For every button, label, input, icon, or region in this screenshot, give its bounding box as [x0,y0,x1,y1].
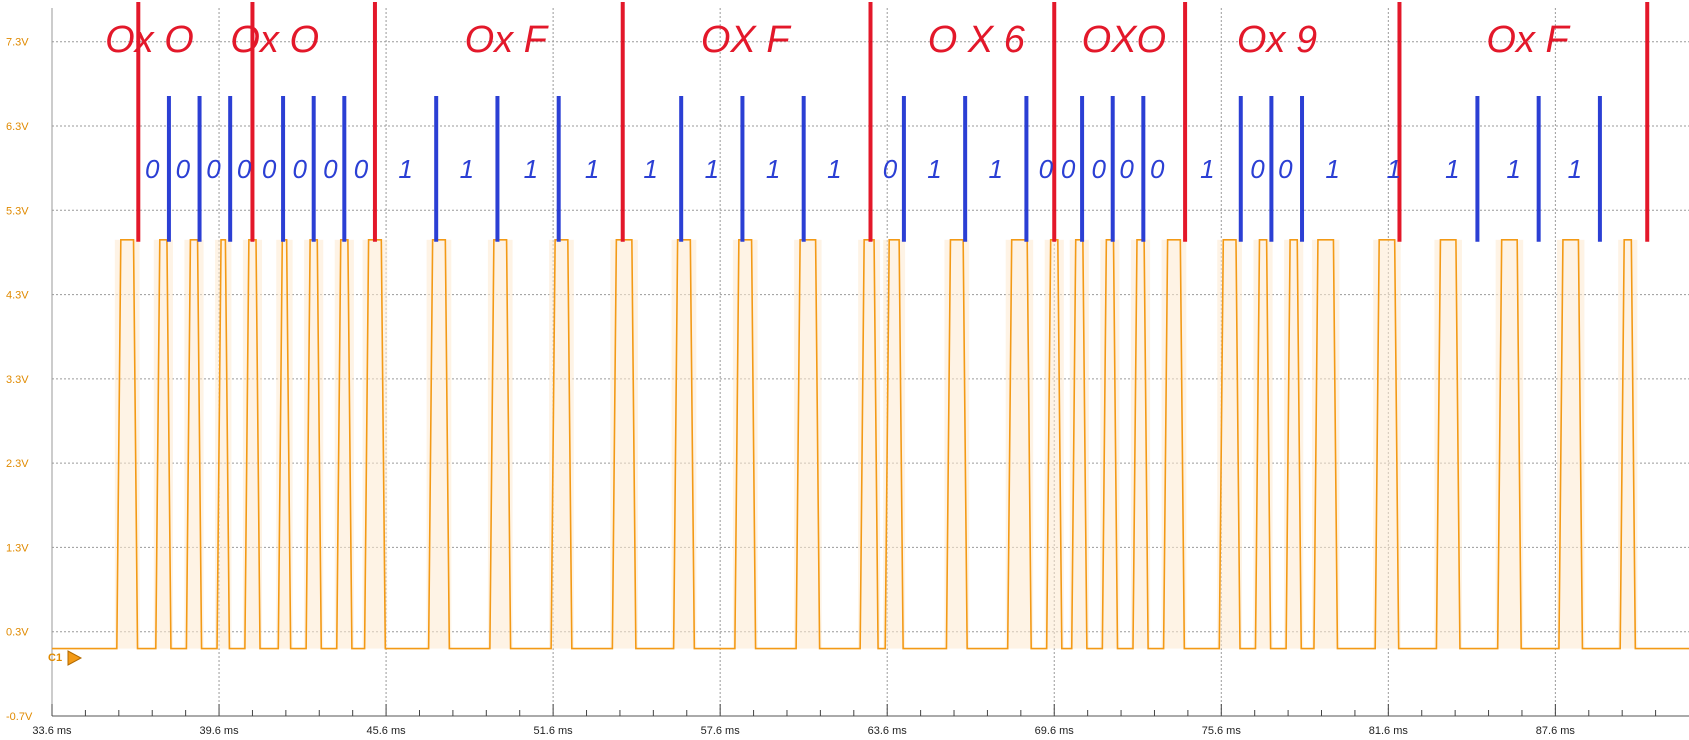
bit-value-label: 0 [1119,154,1134,184]
bit-value-label: 0 [1061,154,1076,184]
y-tick-label: 5.3V [6,205,29,217]
y-tick-label: 2.3V [6,458,29,470]
bit-value-label: 1 [1568,154,1582,184]
waveform-line [52,238,1689,650]
byte-value-label: OX F [701,19,791,61]
y-tick-label: 6.3V [6,121,29,133]
bit-value-label: 1 [398,154,412,184]
y-tick-label: 3.3V [6,374,29,386]
x-tick-label: 51.6 ms [534,725,574,737]
pulse-persistence [276,239,293,649]
bit-value-label: 0 [1250,154,1265,184]
bit-value-label: 0 [883,154,898,184]
x-tick-label: 63.6 ms [868,725,908,737]
channel-label: C1 [48,652,62,664]
bit-value-label: 1 [766,154,780,184]
bit-value-label: 0 [237,154,252,184]
bit-value-label: 0 [145,154,160,184]
x-tick-label: 75.6 ms [1202,725,1242,737]
bit-value-label: 1 [524,154,538,184]
bit-value-label: 0 [176,154,191,184]
channel-arrow-icon[interactable] [67,650,83,666]
bit-value-label: 0 [354,154,369,184]
bit-value-label: 0 [206,154,221,184]
x-axis: 33.6 ms 39.6 ms 45.6 ms 51.6 ms 57.6 ms 63.6 … [32,704,1689,737]
x-tick-label: 81.6 ms [1369,725,1409,737]
bit-value-label: 1 [827,154,841,184]
pulse-persistence [215,239,232,649]
bit-value-label: 0 [293,154,308,184]
bit-value-label: 1 [1506,154,1520,184]
byte-value-label: Ox O [105,19,194,61]
x-tick-label: 57.6 ms [701,725,741,737]
channel-marker: C1 [48,650,83,666]
bit-value-label: 1 [460,154,474,184]
bit-value-label: 0 [323,154,338,184]
bit-value-label: 1 [643,154,657,184]
y-tick-label: 0.3V [6,627,29,639]
bit-value-label: 0 [1278,154,1293,184]
bit-value-label: 1 [1387,154,1401,184]
signal-trace [52,238,1689,650]
y-tick-label: -0.7V [6,711,33,723]
bit-value-label: 1 [585,154,599,184]
x-tick-label: 45.6 ms [367,725,407,737]
byte-value-label: Ox F [465,19,549,61]
bit-value-label: 1 [705,154,719,184]
x-tick-label: 69.6 ms [1035,725,1075,737]
bit-value-label: 1 [1200,154,1214,184]
bit-value-label: 0 [1039,154,1054,184]
byte-value-label: Ox 9 [1237,19,1317,61]
bit-value-label: 1 [1445,154,1459,184]
bit-value-label: 1 [989,154,1003,184]
y-tick-label: 7.3V [6,37,29,49]
byte-value-label: OXO [1082,19,1166,61]
y-tick-label: 1.3V [6,542,29,554]
bit-value-label: 0 [1150,154,1165,184]
y-axis: 7.3V 6.3V 5.3V 4.3V 3.3V 2.3V 1.3V 0.3V -0.7V [6,8,53,723]
x-tick-label: 87.6 ms [1536,725,1576,737]
bit-value-label: 1 [927,154,941,184]
x-tick-label: 39.6 ms [199,725,239,737]
bit-value-label: 1 [1325,154,1339,184]
x-tick-label: 33.6 ms [32,725,72,737]
bit-value-label: 0 [262,154,277,184]
y-tick-label: 4.3V [6,290,29,302]
byte-value-label: O X 6 [928,19,1026,61]
byte-value-label: Ox O [230,19,319,61]
byte-value-label: Ox F [1486,19,1570,61]
bit-value-label: 0 [1092,154,1107,184]
